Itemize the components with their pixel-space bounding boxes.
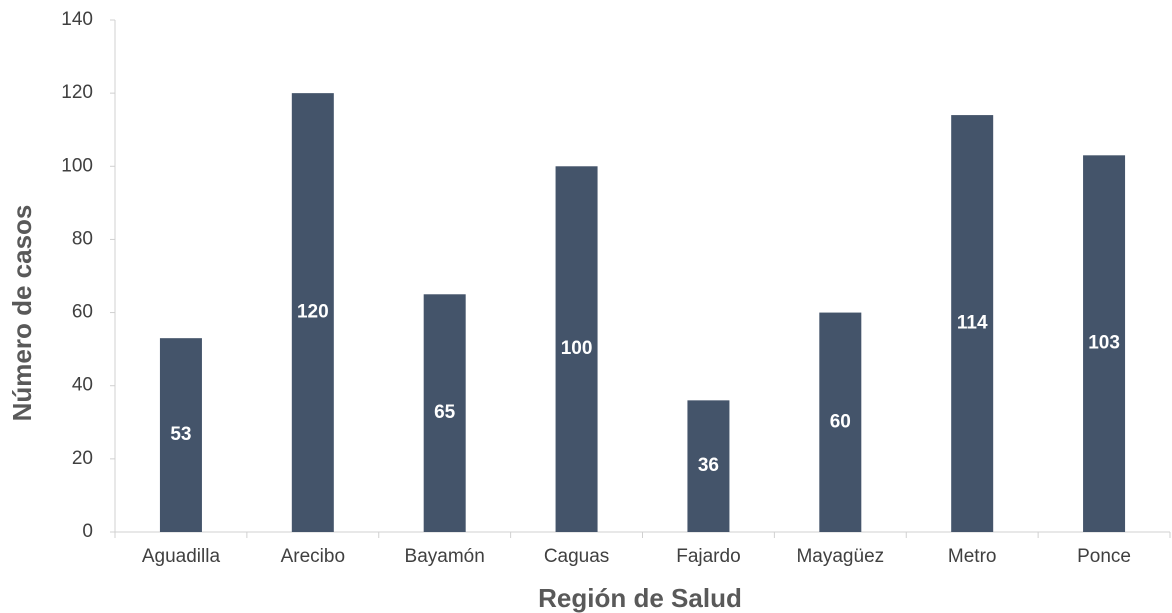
y-tick-label: 140: [61, 9, 93, 30]
y-tick-label: 80: [72, 228, 93, 249]
bar: [159, 338, 202, 532]
data-label: 65: [434, 402, 456, 423]
data-label: 60: [830, 411, 851, 432]
data-label: 100: [561, 338, 593, 359]
y-tick-label: 0: [82, 521, 93, 542]
y-axis-title: Número de casos: [7, 205, 37, 422]
bar: [555, 166, 598, 533]
y-tick-label: 20: [72, 448, 93, 469]
bar: [1083, 155, 1126, 533]
bar: [423, 294, 466, 532]
x-tick-label: Mayagüez: [796, 546, 884, 567]
data-label: 114: [957, 313, 988, 334]
x-tick-label: Metro: [948, 546, 997, 567]
data-label: 36: [698, 455, 719, 476]
bar: [819, 312, 862, 532]
x-tick-label: Fajardo: [676, 546, 740, 567]
x-tick-label: Ponce: [1077, 546, 1131, 567]
x-tick-label: Aguadilla: [142, 546, 221, 567]
x-tick-label: Caguas: [544, 546, 610, 567]
y-tick-label: 40: [72, 375, 93, 396]
y-tick-label: 100: [61, 155, 93, 176]
x-tick-label: Arecibo: [281, 546, 345, 567]
data-label: 120: [297, 302, 329, 323]
data-label: 53: [170, 424, 191, 445]
x-axis-title: Región de Salud: [538, 583, 742, 613]
bar: [687, 400, 730, 532]
x-tick-label: Bayamón: [405, 546, 485, 567]
y-tick-label: 120: [61, 82, 93, 103]
data-label: 103: [1088, 333, 1120, 354]
y-tick-label: 60: [72, 302, 93, 323]
bar: [291, 93, 334, 533]
bar: [951, 115, 994, 532]
